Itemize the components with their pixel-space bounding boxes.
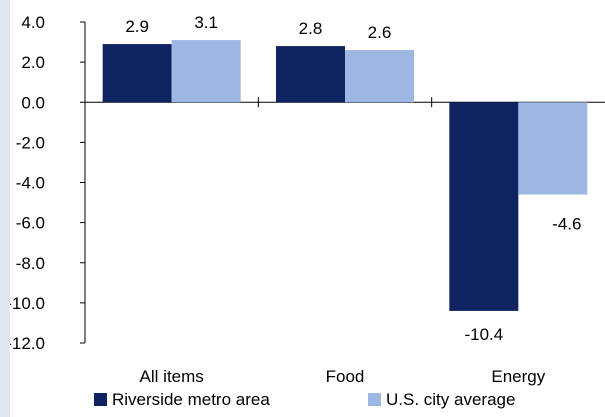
y-tick-label: -12.0 [10,334,45,353]
bar-1-1 [345,50,414,103]
data-label: -10.4 [464,325,503,344]
legend-label: U.S. city average [386,390,515,409]
legend-swatch-0 [94,393,107,406]
bar-1-0 [276,46,345,103]
bar-2-1 [518,102,588,195]
bar-chart: 4.0 2.0 0.0 -2.0 -4.0 -6.0 -8.0 -10.0 -12.0 2.9 3.… [10,13,605,409]
legend-label: Riverside metro area [112,390,270,409]
y-tick-label: -4.0 [16,174,45,193]
y-tick-label: -10.0 [10,294,45,313]
data-label: 2.6 [368,23,392,42]
chart-frame: 4.0 2.0 0.0 -2.0 -4.0 -6.0 -8.0 -10.0 -12.0 2.9 3.… [10,0,605,417]
y-tick-label: -8.0 [16,254,45,273]
category-label: All items [140,367,204,386]
category-label: Energy [491,367,545,386]
data-label: 3.1 [194,13,218,32]
y-tick-label: 4.0 [21,13,45,32]
y-tick-label: 2.0 [21,53,45,72]
data-label: 2.8 [299,19,323,38]
bar-0-0 [102,44,172,103]
bar-0-1 [171,40,241,103]
y-tick-label: -2.0 [16,133,45,152]
legend-swatch-1 [368,393,381,406]
y-tick-label: 0.0 [21,93,45,112]
data-label: -4.6 [552,215,581,234]
category-label: Food [326,367,365,386]
y-tick-label: -6.0 [16,214,45,233]
bar-2-0 [449,102,519,311]
data-label: 2.9 [125,17,149,36]
